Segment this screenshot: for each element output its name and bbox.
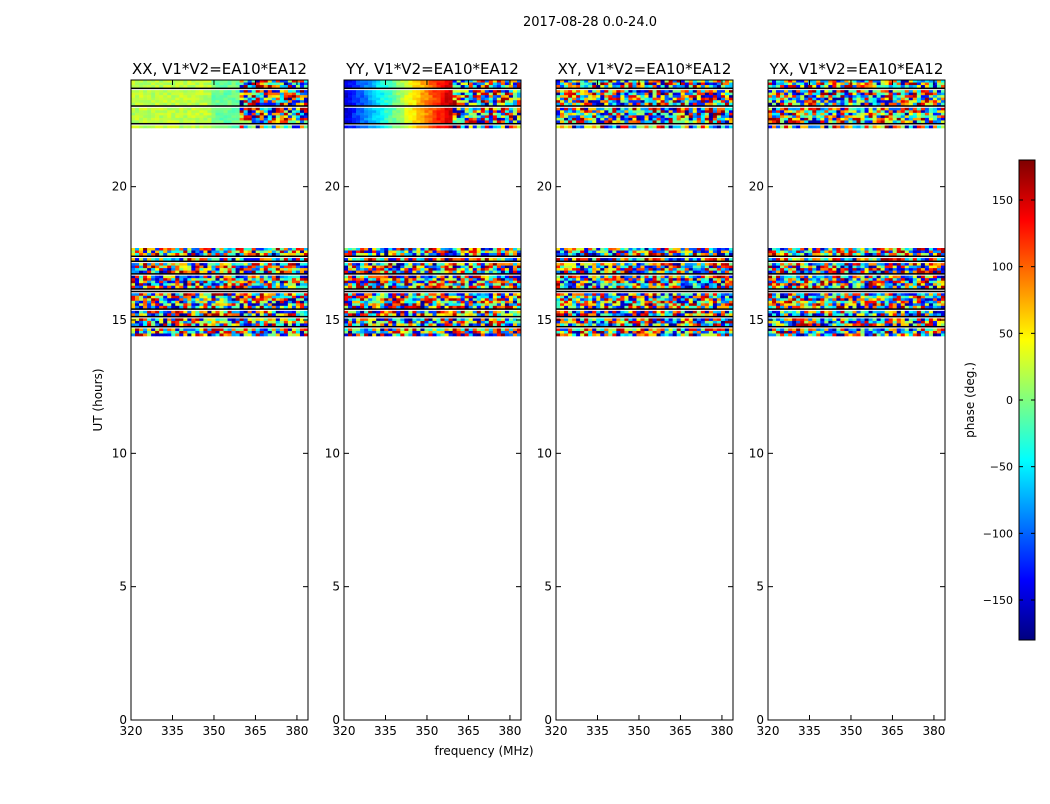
ytick-label: 5 [332, 580, 340, 594]
colorbar-tick-label: −150 [983, 594, 1013, 607]
xtick-label: 380 [922, 724, 945, 738]
xtick-label: 365 [881, 724, 904, 738]
ytick-label: 0 [119, 713, 127, 727]
ytick-label: 10 [325, 446, 340, 460]
panel-frame-1 [344, 80, 521, 720]
heatmap-3 [768, 80, 945, 336]
xtick-label: 380 [285, 724, 308, 738]
xtick-label: 335 [161, 724, 184, 738]
ytick-label: 0 [756, 713, 764, 727]
colorbar-tick-label: 150 [992, 194, 1013, 207]
heatmap-1 [344, 80, 521, 336]
panel-title-2: XY, V1*V2=EA10*EA12 [558, 60, 732, 78]
ytick-label: 5 [119, 580, 127, 594]
xtick-label: 380 [498, 724, 521, 738]
xtick-label: 335 [586, 724, 609, 738]
figure-ylabel: UT (hours) [91, 368, 105, 431]
colorbar-tick-label: 100 [992, 261, 1013, 274]
heatmap-0 [131, 80, 308, 336]
ytick-label: 20 [325, 180, 340, 194]
panel-title-0: XX, V1*V2=EA10*EA12 [132, 60, 307, 78]
xtick-label: 365 [244, 724, 267, 738]
xtick-label: 350 [840, 724, 863, 738]
colorbar-tick-label: 0 [1006, 394, 1013, 407]
heatmap-2 [556, 80, 733, 336]
ytick-label: 10 [112, 446, 127, 460]
ytick-label: 0 [544, 713, 552, 727]
figure-suptitle: 2017-08-28 0.0-24.0 [523, 15, 657, 30]
colorbar-tick-label: 50 [999, 327, 1013, 340]
ytick-label: 15 [537, 313, 552, 327]
xtick-label: 365 [457, 724, 480, 738]
xtick-label: 335 [374, 724, 397, 738]
ytick-label: 15 [749, 313, 764, 327]
colorbar-tick-label: −50 [990, 461, 1013, 474]
xtick-label: 350 [203, 724, 226, 738]
panel-frame-0 [131, 80, 308, 720]
colorbar: 150 100 50 0 −50 −100 −150 phase (deg.) [963, 160, 1035, 640]
xtick-label: 350 [416, 724, 439, 738]
xtick-label: 380 [710, 724, 733, 738]
figure-xlabel: frequency (MHz) [434, 744, 533, 758]
panel-title-3: YX, V1*V2=EA10*EA12 [769, 60, 944, 78]
colorbar-tick-label: −100 [983, 527, 1013, 540]
ytick-label: 5 [756, 580, 764, 594]
colorbar-label: phase (deg.) [963, 362, 977, 438]
ytick-label: 5 [544, 580, 552, 594]
ytick-label: 15 [112, 313, 127, 327]
xtick-label: 350 [628, 724, 651, 738]
panel-frame-3 [768, 80, 945, 720]
ytick-label: 20 [749, 180, 764, 194]
ytick-label: 10 [537, 446, 552, 460]
ytick-label: 0 [332, 713, 340, 727]
ytick-label: 20 [537, 180, 552, 194]
ytick-label: 20 [112, 180, 127, 194]
ytick-label: 10 [749, 446, 764, 460]
xtick-label: 335 [798, 724, 821, 738]
panel-frame-2 [556, 80, 733, 720]
ytick-label: 15 [325, 313, 340, 327]
panel-title-1: YY, V1*V2=EA10*EA12 [345, 60, 519, 78]
xtick-label: 365 [669, 724, 692, 738]
